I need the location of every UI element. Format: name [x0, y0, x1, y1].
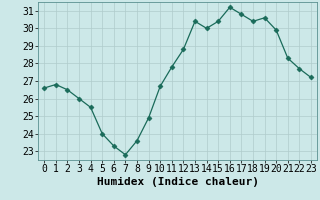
X-axis label: Humidex (Indice chaleur): Humidex (Indice chaleur) [97, 177, 259, 187]
